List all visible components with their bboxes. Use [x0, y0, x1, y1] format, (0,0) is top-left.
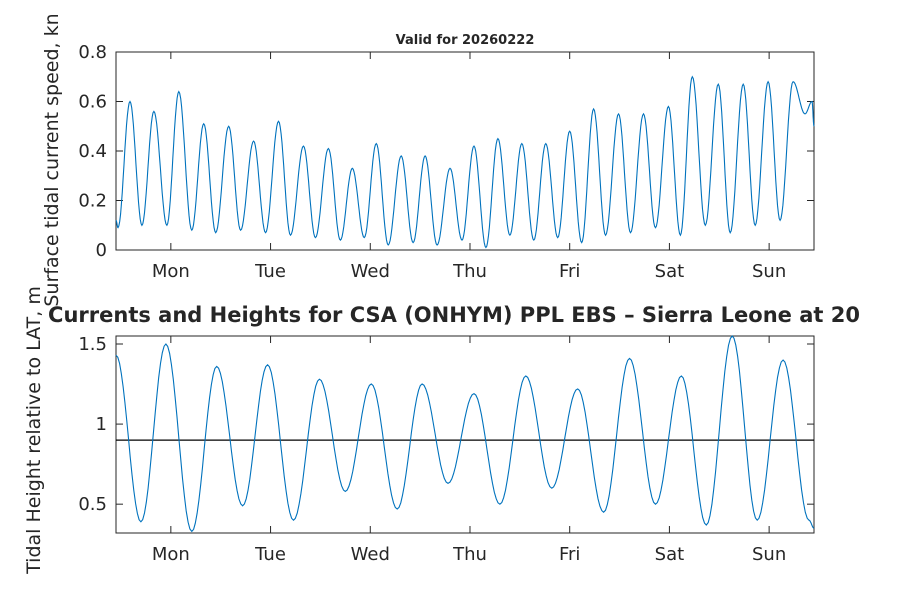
tidal-height-chart: 0.5 1 1.5 Mon Tue Wed Thu Fri Sat Sun Tidal Heigh… [23, 286, 815, 575]
y-tick-label: 0.6 [78, 92, 107, 113]
y-tick-label: 0.5 [78, 494, 107, 515]
tidal-height-ticks: 0.5 1 1.5 Mon Tue Wed Thu Fri Sat Sun [78, 334, 814, 565]
current-speed-ticks: 0 0.2 0.4 0.6 0.8 Mon Tue Wed Thu Fri Sat Sun [78, 42, 814, 282]
x-tick-label: Thu [452, 261, 487, 282]
current-speed-y-label: Surface tidal current speed, kn [41, 13, 63, 306]
series-line [115, 75, 815, 249]
y-tick-label: 0.2 [78, 191, 107, 212]
y-tick-label: 0.8 [78, 42, 107, 63]
y-tick-label: 0.4 [78, 141, 107, 162]
x-tick-label: Mon [152, 544, 190, 565]
current-speed-series [115, 75, 815, 249]
x-tick-label: Mon [152, 261, 190, 282]
x-tick-label: Tue [254, 261, 286, 282]
current-speed-chart: Valid for 20260222 0 0.2 0.4 0.6 0.8 Mon Tue We… [41, 13, 815, 307]
current-speed-chart-title: Valid for 20260222 [396, 33, 535, 48]
x-tick-label: Thu [452, 544, 487, 565]
x-tick-label: Wed [351, 544, 390, 565]
y-tick-label: 1 [96, 414, 107, 435]
x-tick-label: Sun [752, 544, 786, 565]
tidal-height-plot-area [115, 335, 815, 534]
current-speed-plot-area [115, 51, 815, 251]
x-tick-label: Sun [752, 261, 786, 282]
y-tick-label: 1.5 [78, 334, 107, 355]
tidal-height-y-label: Tidal Height relative to LAT, m [23, 286, 45, 575]
y-tick-label: 0 [96, 240, 107, 261]
x-tick-label: Sat [655, 261, 685, 282]
x-tick-label: Fri [559, 261, 580, 282]
x-tick-label: Fri [559, 544, 580, 565]
series-line [115, 335, 815, 533]
figure-title: Currents and Heights for CSA (ONHYM) PPL… [48, 303, 860, 327]
x-tick-label: Tue [254, 544, 286, 565]
tidal-height-series [115, 335, 815, 533]
x-tick-label: Wed [351, 261, 390, 282]
x-tick-label: Sat [655, 544, 685, 565]
